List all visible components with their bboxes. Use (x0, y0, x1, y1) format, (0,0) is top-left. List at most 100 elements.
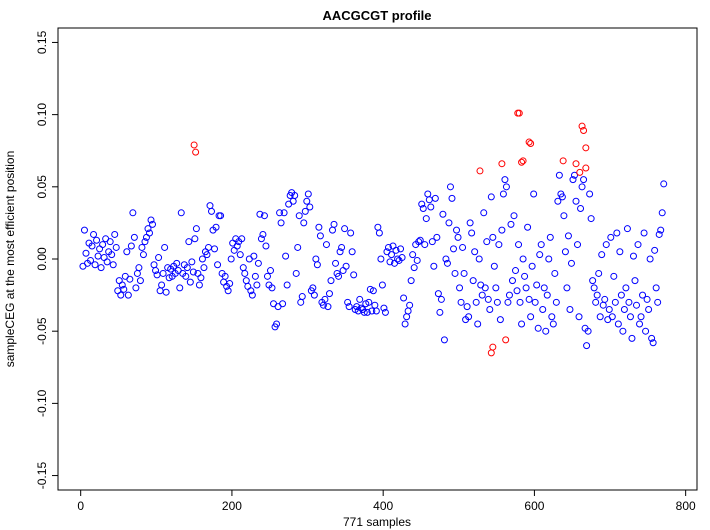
point (508, 277, 516, 285)
point (620, 306, 628, 314)
point (416, 236, 424, 244)
point (559, 157, 567, 165)
point (100, 254, 108, 262)
point (578, 122, 586, 130)
point (654, 298, 662, 306)
point (371, 301, 379, 309)
point (570, 171, 578, 179)
point (605, 306, 613, 314)
point (643, 295, 651, 303)
point (629, 252, 637, 260)
point (384, 243, 392, 251)
y-tick-label: 0.15 (35, 30, 49, 54)
point (569, 176, 577, 184)
point (188, 258, 196, 266)
chart-title: AACGCGT profile (322, 8, 431, 23)
point (189, 268, 197, 276)
point (149, 220, 157, 228)
point (300, 219, 308, 227)
point (487, 349, 495, 357)
point (430, 262, 438, 270)
point (498, 160, 506, 168)
point (241, 269, 249, 277)
point (152, 267, 160, 275)
point (312, 255, 320, 263)
point (475, 255, 483, 263)
point (583, 342, 591, 350)
point (247, 287, 255, 295)
point (239, 264, 247, 272)
point (372, 307, 380, 315)
point (277, 219, 285, 227)
point (437, 295, 445, 303)
point (381, 308, 389, 316)
point (91, 261, 99, 269)
point (525, 138, 533, 146)
point (567, 259, 575, 267)
point (611, 298, 619, 306)
point (322, 241, 330, 249)
point (224, 287, 232, 295)
point (445, 219, 453, 227)
point (301, 207, 309, 215)
y-axis-label: sampleCEG at the most efficient position (3, 151, 17, 368)
point (427, 203, 435, 211)
point (519, 157, 527, 165)
point (546, 233, 554, 241)
point (558, 193, 566, 201)
point (512, 267, 520, 275)
point (306, 203, 314, 211)
point (130, 233, 138, 241)
y-tick-label: 0.05 (35, 175, 49, 199)
point (94, 252, 102, 260)
x-tick-label: 800 (676, 499, 696, 513)
point (489, 233, 497, 241)
point (250, 252, 258, 260)
point (660, 180, 668, 188)
point (424, 190, 432, 198)
point (369, 287, 377, 295)
point (413, 256, 421, 264)
y-tick-label: -0.10 (35, 389, 49, 417)
point (227, 255, 235, 263)
point (90, 230, 98, 238)
point (191, 235, 199, 243)
point (502, 183, 510, 191)
point (545, 255, 553, 263)
point (190, 141, 198, 149)
point (279, 300, 287, 308)
point (533, 281, 541, 289)
point (108, 251, 116, 259)
point (206, 202, 214, 210)
point (554, 197, 562, 205)
point (639, 291, 647, 299)
point (406, 301, 414, 309)
point (610, 272, 618, 280)
point (159, 269, 167, 277)
point (515, 241, 523, 249)
point (176, 284, 184, 292)
point (348, 248, 356, 256)
x-tick-label: 400 (373, 499, 393, 513)
point (377, 255, 385, 263)
point (580, 176, 588, 184)
point (203, 251, 211, 259)
point (601, 295, 609, 303)
point (642, 327, 650, 335)
point (431, 194, 439, 202)
point (518, 158, 526, 166)
point (623, 225, 631, 233)
point (658, 209, 666, 217)
point (126, 275, 134, 283)
point (80, 226, 88, 234)
point (244, 282, 252, 290)
point (487, 193, 495, 201)
point (552, 298, 560, 306)
point (577, 204, 585, 212)
point (345, 303, 353, 311)
point (297, 298, 305, 306)
point (292, 269, 300, 277)
point (329, 226, 337, 234)
point (316, 232, 324, 240)
